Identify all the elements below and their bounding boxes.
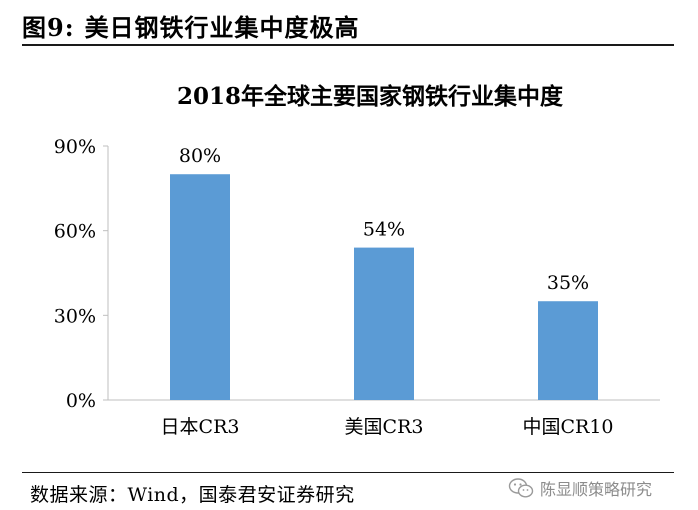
figure-header: 图9: 美日钢铁行业集中度极高 xyxy=(22,8,670,42)
bar-value-label: 35% xyxy=(547,272,589,294)
bar xyxy=(538,301,598,400)
wechat-icon xyxy=(508,478,534,498)
figure-number: 图9: xyxy=(22,12,75,42)
bar xyxy=(354,247,414,400)
chart-title: 2018年全球主要国家钢铁行业集中度 xyxy=(177,83,564,110)
bar xyxy=(170,174,230,400)
y-tick-label: 0% xyxy=(66,390,96,412)
source-note: 数据来源：Wind，国泰君安证券研究 xyxy=(30,483,355,506)
y-tick-label: 30% xyxy=(54,305,96,327)
header-divider xyxy=(22,44,674,46)
x-category-label: 中国CR10 xyxy=(522,416,613,438)
watermark-text: 陈显顺策略研究 xyxy=(540,480,653,499)
x-category-label: 美国CR3 xyxy=(345,416,424,438)
bars-group: 80% 54% 35% xyxy=(170,145,598,400)
footer-divider xyxy=(22,472,674,473)
bar-value-label: 80% xyxy=(179,145,221,167)
figure-caption: 美日钢铁行业集中度极高 xyxy=(84,12,360,42)
watermark: 陈显顺策略研究 xyxy=(508,474,652,502)
y-tick-label: 60% xyxy=(54,221,96,243)
y-tick-label: 90% xyxy=(54,136,96,158)
y-axis-ticks: 0% 30% 60% 90% xyxy=(54,136,108,412)
bar-chart: 2018年全球主要国家钢铁行业集中度 0% 30% 60% 90% 80% 54% 35%… xyxy=(54,83,660,438)
x-category-label: 日本CR3 xyxy=(161,416,240,438)
bar-value-label: 54% xyxy=(363,219,405,241)
x-axis-labels: 日本CR3 美国CR3 中国CR10 xyxy=(161,416,614,438)
